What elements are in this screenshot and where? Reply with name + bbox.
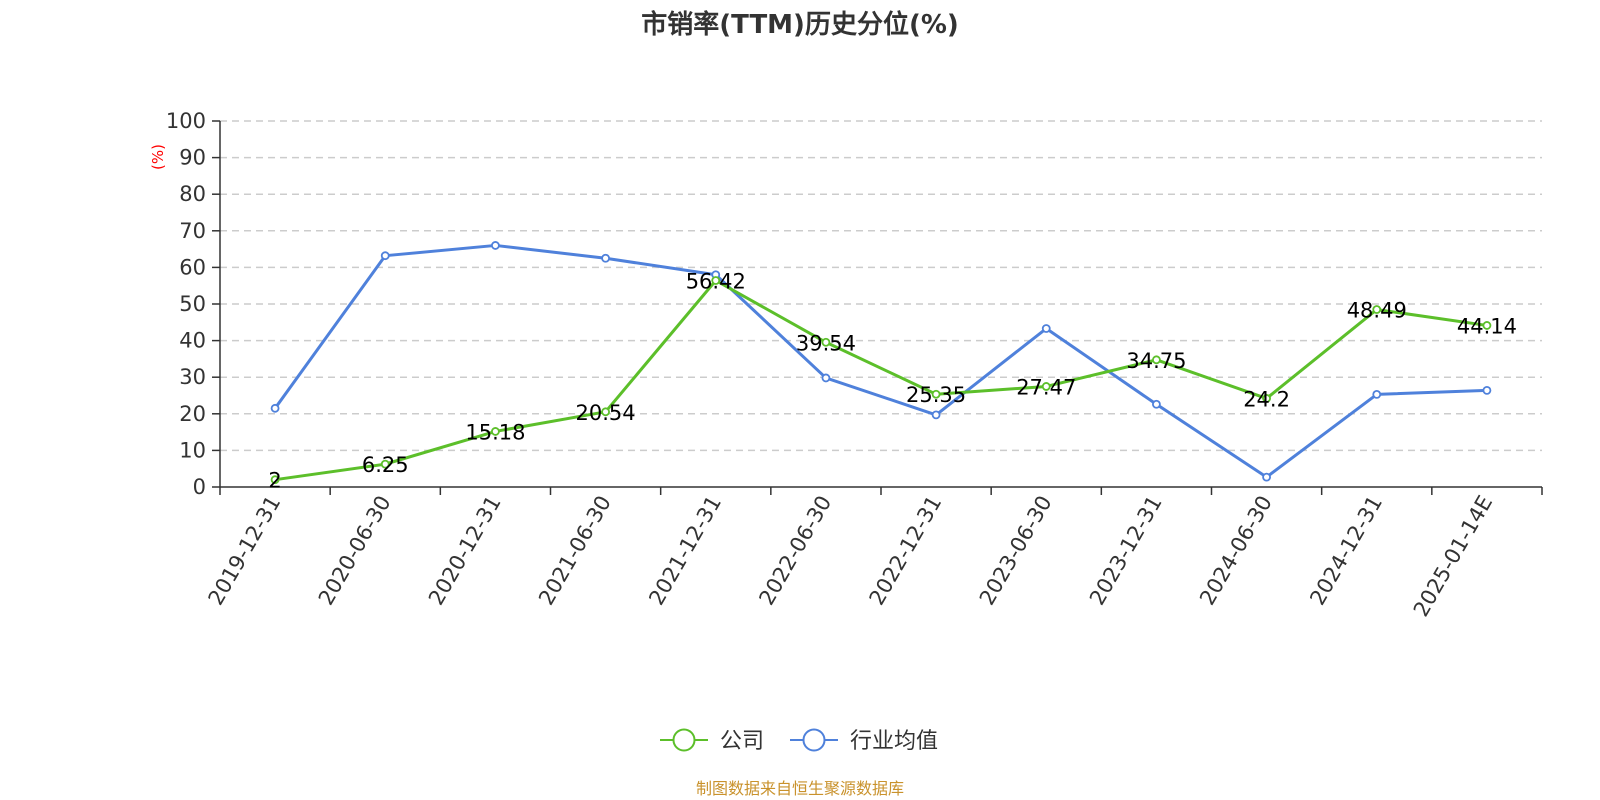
- legend: 公司 行业均值: [660, 728, 938, 754]
- legend-industry-marker: [802, 728, 826, 752]
- axes: 0 10 20 30 40 50 60 70 80 90 100 2019-12-31 2020-06-…: [166, 109, 1543, 621]
- x-tick-label: 2021-12-31: [644, 492, 726, 610]
- x-tick-label: 2024-06-30: [1195, 492, 1277, 610]
- company-data-label: 56.42: [686, 270, 746, 294]
- company-data-point: [601, 407, 610, 417]
- company-data-label: 2: [268, 469, 281, 493]
- x-tick-label: 2025-01-14E: [1409, 492, 1497, 621]
- y-tick-label: 100: [166, 109, 206, 133]
- y-tick-label: 70: [179, 219, 206, 243]
- company-data-point: [821, 337, 831, 347]
- company-data-label: 34.75: [1126, 349, 1186, 373]
- y-tick-label: 20: [179, 402, 206, 426]
- legend-item-company[interactable]: 公司: [660, 728, 764, 754]
- company-data-label: 20.54: [576, 401, 636, 425]
- series-markers: [270, 241, 1492, 485]
- x-tick-label: 2021-06-30: [534, 492, 616, 610]
- legend-industry-label: 行业均值: [850, 729, 938, 754]
- company-data-point: [711, 276, 721, 285]
- x-tick-label: 2022-06-30: [754, 492, 836, 610]
- industry-average-data-point: [931, 410, 941, 420]
- y-tick-label: 50: [179, 292, 206, 316]
- company-data-point: [1482, 321, 1492, 330]
- company-data-label: 25.35: [906, 383, 966, 407]
- data-labels: 2 6.25 15.18 20.54 56.42 39.54 25.35 27.47 34.75…: [268, 270, 1517, 493]
- y-tick-label: 60: [179, 255, 206, 279]
- industry-average-data-point: [821, 373, 831, 383]
- industry-average-data-point: [270, 403, 280, 413]
- company-data-point: [270, 475, 280, 485]
- industry-average-data-point: [1041, 324, 1051, 333]
- y-tick-label: 90: [179, 146, 206, 170]
- series-lines: [273, 243, 1488, 482]
- industry-average-data-point: [380, 251, 390, 261]
- company-data-point: [931, 389, 941, 399]
- company-data-point: [380, 459, 390, 469]
- industry-average-data-point: [1482, 385, 1492, 395]
- company-data-point: [1262, 394, 1271, 403]
- industry-average-data-point: [1372, 390, 1382, 399]
- industry-average-data-point: [1262, 472, 1271, 482]
- legend-company-marker: [672, 728, 696, 752]
- x-tick-label: 2019-12-31: [204, 492, 286, 610]
- company-data-label: 44.14: [1457, 314, 1517, 338]
- company-data-point: [1152, 355, 1161, 365]
- x-tick-label: 2020-06-30: [314, 492, 396, 610]
- industry-average-data-point: [601, 253, 610, 263]
- grid-lines: [220, 120, 1542, 452]
- company-data-point: [491, 427, 500, 436]
- y-tick-label: 80: [179, 182, 206, 206]
- company-data-label: 24.2: [1243, 387, 1290, 411]
- y-axis-unit-label: (%): [149, 144, 167, 170]
- company-data-point: [1372, 305, 1382, 314]
- x-tick-label: 2022-12-31: [865, 491, 947, 609]
- company-data-label: 39.54: [796, 331, 856, 355]
- x-tick-label: 2024-12-31: [1305, 492, 1387, 610]
- company-data-label: 6.25: [362, 453, 409, 477]
- legend-item-industry-average[interactable]: 行业均值: [790, 728, 938, 754]
- y-tick-label: 30: [179, 365, 206, 389]
- source-note: 制图数据来自恒生聚源数据库: [696, 779, 904, 798]
- company-series-line: [274, 279, 1488, 482]
- y-tick-label: 0: [193, 475, 206, 499]
- x-tick-label: 2023-12-31: [1085, 492, 1167, 610]
- company-data-point: [1041, 382, 1051, 391]
- y-tick-label: 10: [179, 438, 206, 462]
- legend-company-label: 公司: [720, 729, 764, 754]
- industry-average-data-point: [491, 241, 500, 250]
- company-data-label: 27.47: [1016, 375, 1076, 399]
- industry-average-data-point: [1152, 399, 1161, 409]
- x-tick-label: 2020-12-31: [424, 491, 506, 609]
- chart-title: 市销率(TTM)历史分位(%): [641, 9, 959, 40]
- y-tick-label: 40: [179, 329, 206, 353]
- industry-average-series-line: [273, 243, 1487, 479]
- company-data-label: 15.18: [465, 420, 525, 444]
- company-data-label: 48.49: [1347, 299, 1407, 323]
- x-tick-label: 2023-06-30: [975, 492, 1057, 610]
